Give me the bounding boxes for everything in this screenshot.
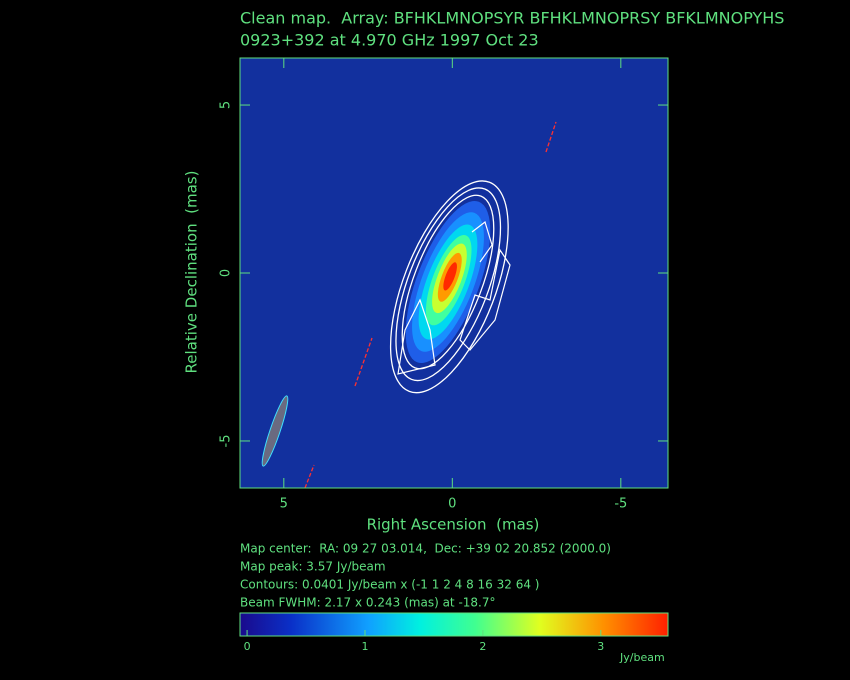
map-note: Beam FWHM: 2.17 x 0.243 (mas) at -18.7° <box>240 596 496 610</box>
colorbar-tick-label: 2 <box>479 640 486 653</box>
x-tick-label: 0 <box>448 497 456 512</box>
map-notes: Map center: RA: 09 27 03.014, Dec: +39 0… <box>240 542 611 610</box>
y-tick-label: 5 <box>219 101 234 109</box>
x-axis-label: Right Ascension (mas) <box>367 516 540 534</box>
x-tick-label: -5 <box>614 497 627 512</box>
y-tick-label: 0 <box>219 269 234 277</box>
colorbar-tick-label: 1 <box>361 640 368 653</box>
y-axis-label: Relative Declination (mas) <box>183 171 201 374</box>
y-tick-label: -5 <box>219 434 234 447</box>
map-note: Map center: RA: 09 27 03.014, Dec: +39 0… <box>240 542 611 556</box>
x-tick-label: 5 <box>280 497 288 512</box>
beam-ellipse <box>261 395 289 467</box>
colorbar <box>239 612 669 637</box>
colorbar-label: Jy/beam <box>619 651 665 664</box>
chart-subtitle: 0923+392 at 4.970 GHz 1997 Oct 23 <box>240 31 539 50</box>
chart-title: Clean map. Array: BFHKLMNOPSYR BFHKLMNOP… <box>240 9 784 28</box>
source <box>389 180 509 394</box>
colorbar-tick-label: 3 <box>597 640 604 653</box>
map-image <box>240 58 668 488</box>
map-note: Contours: 0.0401 Jy/beam x (-1 1 2 4 8 1… <box>240 578 539 592</box>
map-note: Map peak: 3.57 Jy/beam <box>240 560 386 574</box>
colorbar-tick-label: 0 <box>244 640 251 653</box>
